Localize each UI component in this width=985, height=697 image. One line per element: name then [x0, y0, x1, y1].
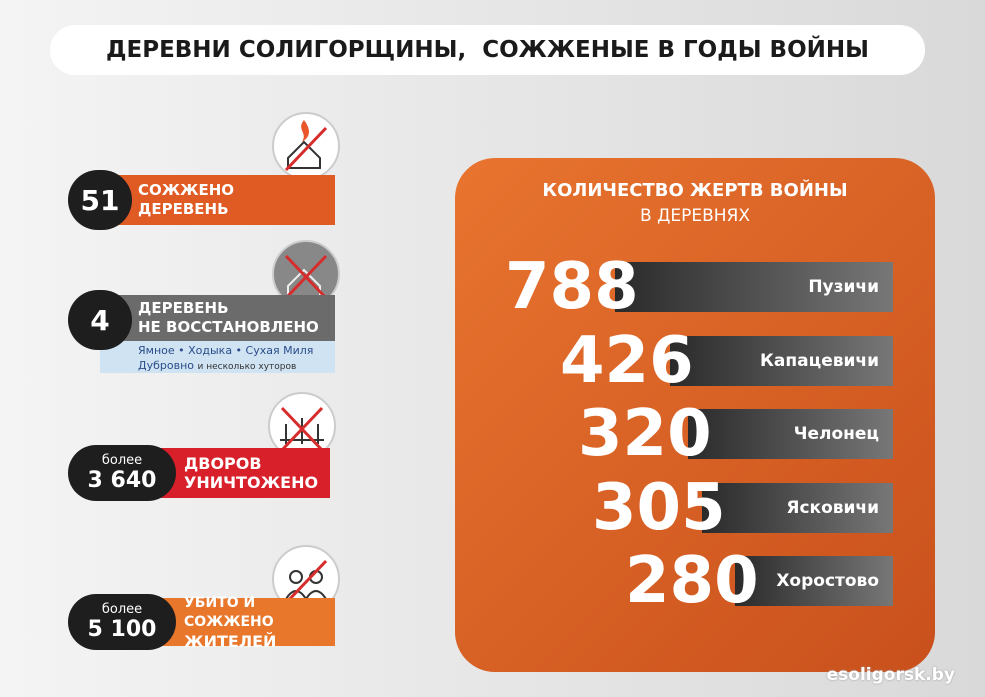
victim-count: 426: [560, 323, 694, 398]
icon-drawing: [284, 120, 328, 172]
village-bar: Хоростово: [735, 556, 893, 606]
stat-note: Ямное • Ходыка • Сухая Миля Дубровно и не…: [100, 341, 335, 373]
victim-count: 305: [592, 470, 726, 545]
stat-pill: 4: [68, 290, 132, 350]
panel-subtitle: В ДЕРЕВНЯХ: [640, 206, 750, 226]
stat-label: ДЕРЕВЕНЬ: [138, 200, 229, 218]
stat-prefix: более: [101, 453, 143, 468]
stat-label: ДЕРЕВЕНЬ: [138, 299, 229, 317]
stat-label: ДВОРОВ: [184, 454, 262, 473]
source: esoligorsk.by: [826, 665, 955, 685]
note-text: и несколько хуторов: [197, 362, 297, 372]
village-name: Хоростово: [776, 571, 879, 591]
village-bar: Челонец: [688, 409, 893, 459]
village-bar: Капацевичи: [670, 335, 893, 386]
icon-drawing: [284, 254, 328, 300]
victims-panel: КОЛИЧЕСТВО ЖЕРТВ ВОЙНЫ В ДЕРЕВНЯХ Пузичи…: [455, 158, 935, 672]
stat-pill: более 5 100: [68, 594, 176, 650]
note-line: Дубровно и несколько хуторов: [138, 358, 335, 375]
village-bar: Ясковичи: [702, 482, 893, 533]
victim-count: 320: [578, 397, 712, 471]
victim-count: 280: [625, 544, 759, 618]
stat-bar: СОЖЖЕНО ДЕРЕВЕНЬ: [100, 175, 335, 225]
note-line: Ямное • Ходыка • Сухая Миля: [138, 344, 314, 357]
stat-number: 3 640: [87, 468, 157, 493]
village-bar: Пузичи: [615, 262, 893, 312]
stat-pill: 51: [68, 170, 132, 230]
victim-count: 788: [505, 250, 639, 324]
stat-pill: более 3 640: [68, 445, 176, 501]
title: ДЕРЕВНИ СОЛИГОРЩИНЫ, СОЖЖЕНЫЕ В ГОДЫ ВОЙ…: [50, 25, 925, 75]
stat-label: СОЖЖЕНО: [138, 181, 235, 199]
icon-drawing: [280, 406, 324, 452]
note-text: Дубровно: [138, 359, 195, 372]
village-name: Пузичи: [808, 277, 879, 297]
stat-prefix: более: [101, 602, 143, 617]
village-name: Челонец: [793, 424, 879, 444]
stat-label: ЖИТЕЛЕЙ: [184, 631, 277, 651]
village-name: Капацевичи: [760, 350, 879, 371]
stat-bar: ДЕРЕВЕНЬ НЕ ВОССТАНОВЛЕНО: [100, 295, 335, 341]
stat-number: 51: [80, 183, 120, 217]
stat-label: УБИТО И СОЖЖЕНО: [184, 594, 274, 630]
stat-number: 4: [90, 303, 110, 337]
stat-label: НЕ ВОССТАНОВЛЕНО: [138, 318, 319, 336]
icon-burning-house: [272, 112, 340, 180]
panel-title: КОЛИЧЕСТВО ЖЕРТВ ВОЙНЫ: [542, 180, 848, 201]
stat-label: УНИЧТОЖЕНО: [184, 473, 319, 492]
stat-number: 5 100: [87, 617, 157, 642]
village-name: Ясковичи: [786, 497, 879, 518]
